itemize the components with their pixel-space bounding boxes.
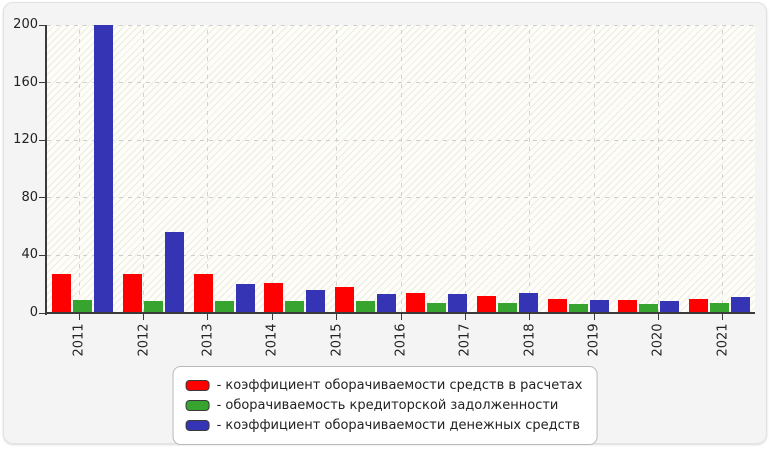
legend-item: - коэффициент оборачиваемости средств в … — [185, 375, 583, 395]
bar-green — [710, 302, 730, 313]
x-gridline — [657, 25, 659, 313]
y-tick-label: 120 — [13, 132, 38, 148]
x-tick-mark — [722, 314, 724, 320]
x-tick-label-text: 2020 — [650, 323, 666, 357]
bar-red — [51, 274, 71, 313]
bar-green — [143, 301, 163, 313]
x-gridline — [336, 25, 338, 313]
bar-red — [476, 295, 496, 313]
x-tick-mark — [207, 314, 209, 320]
x-axis-line — [45, 312, 755, 314]
x-tick-label-text: 2017 — [457, 323, 473, 357]
x-tick-label-text: 2019 — [586, 323, 602, 357]
x-tick-mark — [143, 314, 145, 320]
bar-green — [72, 300, 92, 313]
y-tick-mark — [39, 197, 45, 199]
legend-item: - коэффициент оборачиваемости денежных с… — [185, 415, 583, 435]
legend-label: - оборачиваемость кредиторской задолженн… — [216, 397, 559, 413]
x-tick-label-text: 2012 — [136, 323, 152, 357]
bar-green — [639, 304, 659, 313]
x-tick-label-text: 2016 — [393, 323, 409, 357]
bar-blue — [518, 292, 538, 313]
x-tick-mark — [400, 314, 402, 320]
bar-red — [264, 282, 284, 313]
y-tick-label: 0 — [29, 305, 38, 320]
y-tick-mark — [39, 254, 45, 256]
x-tick-label-text: 2011 — [71, 323, 87, 357]
x-tick-mark — [464, 314, 466, 320]
x-gridline — [529, 25, 531, 313]
bar-green — [568, 304, 588, 313]
x-gridline — [593, 25, 595, 313]
x-gridline — [143, 25, 145, 313]
bar-blue — [589, 300, 609, 313]
bar-red — [193, 274, 213, 313]
bar-green — [285, 301, 305, 313]
y-tick-mark — [39, 312, 45, 314]
x-tick-label-text: 2014 — [264, 323, 280, 357]
x-tick-label-text: 2021 — [715, 323, 731, 357]
chart-legend: - коэффициент оборачиваемости средств в … — [172, 366, 598, 445]
bar-red — [122, 274, 142, 313]
bar-red — [689, 298, 709, 313]
bar-blue — [447, 294, 467, 313]
x-tick-mark — [593, 314, 595, 320]
x-gridline — [464, 25, 466, 313]
x-tick-label-text: 2015 — [329, 323, 345, 357]
x-gridline — [78, 25, 80, 313]
y-tick-label: 80 — [21, 189, 38, 205]
bar-blue — [93, 25, 113, 313]
y-tick-mark — [39, 139, 45, 141]
y-tick-label: 200 — [13, 17, 38, 32]
bar-blue — [660, 301, 680, 313]
legend-item: - оборачиваемость кредиторской задолженн… — [185, 395, 583, 415]
legend-label: - коэффициент оборачиваемости средств в … — [216, 377, 583, 393]
legend-swatch-red — [185, 379, 210, 391]
y-tick-label: 160 — [13, 74, 38, 90]
x-tick-mark — [336, 314, 338, 320]
y-tick-mark — [39, 82, 45, 84]
bar-blue — [164, 232, 184, 313]
x-tick-label-text: 2018 — [522, 323, 538, 357]
y-axis-line — [45, 25, 47, 315]
x-gridline — [271, 25, 273, 313]
x-gridline — [722, 25, 724, 313]
y-tick-label: 40 — [21, 247, 38, 263]
x-tick-mark — [657, 314, 659, 320]
x-tick-mark — [271, 314, 273, 320]
y-tick-mark — [39, 24, 45, 26]
bar-blue — [731, 297, 751, 313]
legend-swatch-blue — [185, 419, 210, 431]
legend-label: - коэффициент оборачиваемости денежных с… — [216, 417, 581, 433]
x-gridline — [400, 25, 402, 313]
bar-green — [356, 301, 376, 313]
bar-blue — [235, 284, 255, 313]
bar-green — [214, 301, 234, 313]
bar-blue — [306, 289, 326, 313]
bar-red — [405, 292, 425, 313]
x-tick-mark — [78, 314, 80, 320]
x-gridline — [207, 25, 209, 313]
bar-blue — [377, 294, 397, 313]
bar-red — [547, 298, 567, 313]
bar-red — [618, 300, 638, 313]
bar-green — [426, 302, 446, 313]
x-tick-mark — [529, 314, 531, 320]
legend-swatch-green — [185, 399, 210, 411]
x-tick-label-text: 2013 — [200, 323, 216, 357]
bar-red — [335, 287, 355, 313]
bar-green — [497, 302, 517, 313]
